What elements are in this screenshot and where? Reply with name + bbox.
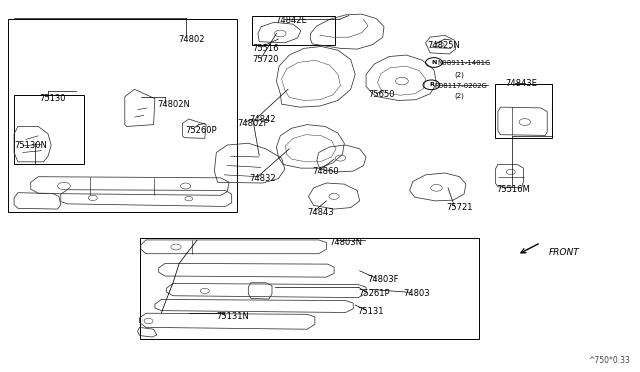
Text: ^750*0.33: ^750*0.33 [589,356,630,365]
Text: 75131: 75131 [357,307,383,316]
Text: (2): (2) [454,93,464,99]
Text: 75131N: 75131N [216,312,249,321]
Bar [14,95,84,164]
Text: FRONT: FRONT [549,248,580,257]
Text: N08911-1401G: N08911-1401G [437,60,491,66]
Text: 75260P: 75260P [186,126,217,135]
Text: 75516M: 75516M [496,185,530,194]
Text: 75721: 75721 [447,203,473,212]
Text: 75650: 75650 [368,90,394,99]
Text: 74802F: 74802F [237,119,268,128]
Text: 75130N: 75130N [14,141,47,150]
Text: 74860: 74860 [312,167,339,176]
Text: N: N [431,60,436,65]
Bar [140,238,479,339]
Text: 74803: 74803 [403,289,430,298]
Text: 74842E: 74842E [275,16,307,25]
Bar [8,19,237,212]
Text: (2): (2) [454,71,464,78]
Text: 74842: 74842 [250,115,276,124]
Text: 74803F: 74803F [367,275,399,284]
Text: 74802: 74802 [178,35,204,44]
Bar [495,84,552,138]
Bar [252,16,335,45]
Text: 75261P: 75261P [358,289,390,298]
Text: 74832: 74832 [250,174,276,183]
Text: 74843E: 74843E [506,79,538,88]
Text: R08117-0202G: R08117-0202G [434,83,487,89]
Text: 75720: 75720 [252,55,278,64]
Text: 74803N: 74803N [329,238,362,247]
Text: 75516: 75516 [252,44,278,53]
Text: 75130: 75130 [40,94,66,103]
Text: 74843: 74843 [307,208,334,217]
Text: 74802N: 74802N [157,100,189,109]
Text: 74825N: 74825N [428,41,460,50]
Text: R: R [429,82,434,87]
